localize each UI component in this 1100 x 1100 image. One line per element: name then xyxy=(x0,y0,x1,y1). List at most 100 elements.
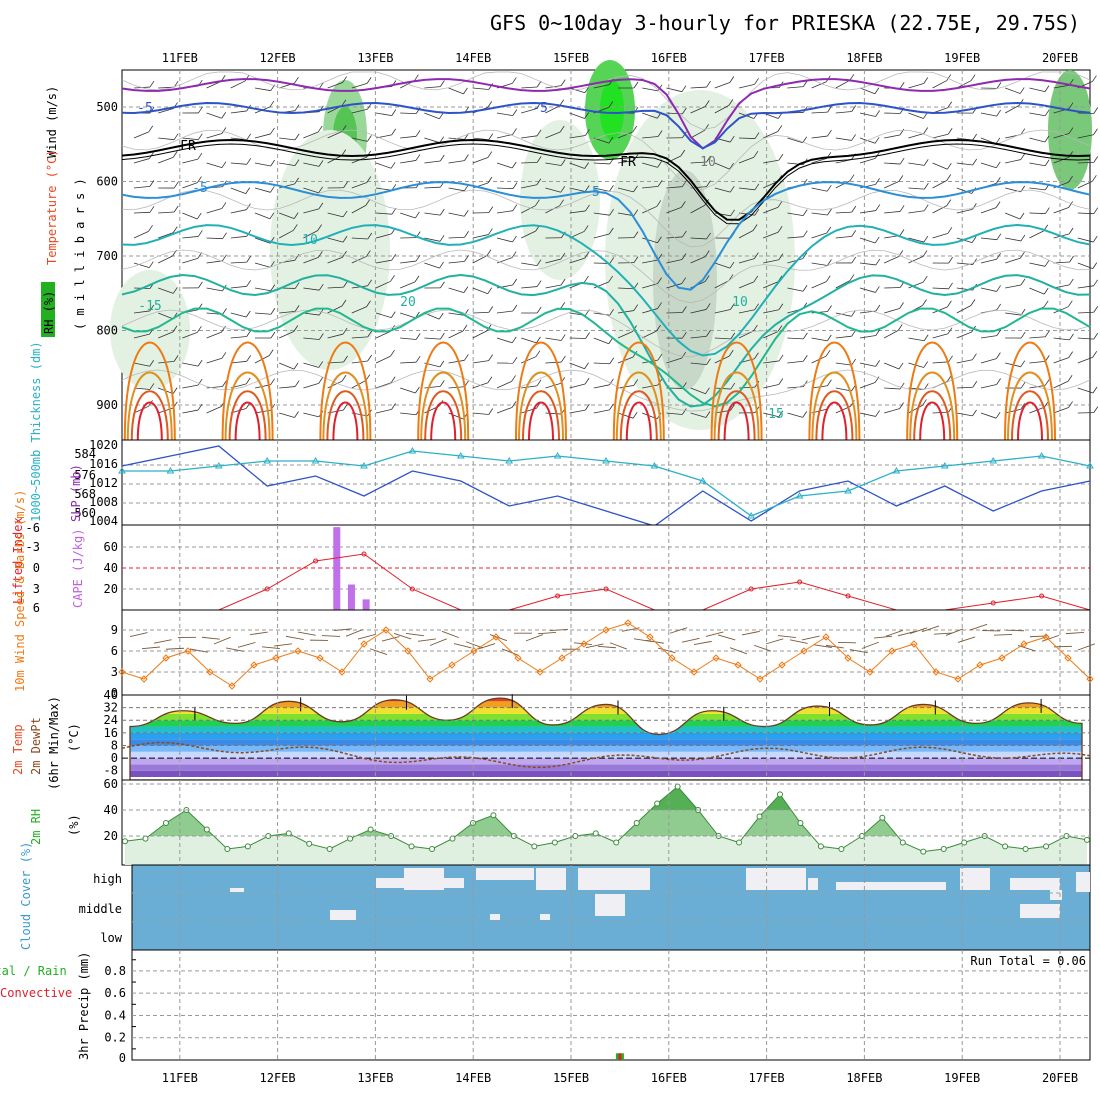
wind-barb xyxy=(254,237,271,244)
wind-speed-marker xyxy=(118,668,126,676)
contour-label: -5 xyxy=(137,101,153,116)
wind-barb xyxy=(811,337,828,342)
wind-barb-feather xyxy=(512,278,518,286)
y-tick-label: 800 xyxy=(96,324,118,338)
wind-barb-feather xyxy=(270,307,276,315)
wind-barb xyxy=(569,135,586,139)
wind-barb xyxy=(182,384,199,389)
wind-barb-feather xyxy=(512,182,518,189)
wind-barb-feather xyxy=(222,308,227,315)
wind-barb-feather xyxy=(148,125,154,133)
wind-barb-feather xyxy=(680,149,686,157)
wind-barb-feather xyxy=(972,409,977,417)
wind-barb xyxy=(569,409,586,414)
wind-barb-feather xyxy=(390,311,396,318)
wind-barb-feather xyxy=(995,177,1001,184)
wind-barb xyxy=(884,134,900,139)
wind-barb xyxy=(230,312,247,318)
wind-barb-feather xyxy=(899,157,905,165)
wind-barb xyxy=(424,262,440,269)
wind-barb-feather xyxy=(922,299,927,306)
wind-barb-feather xyxy=(584,112,589,119)
wind-barb-feather xyxy=(946,199,952,206)
wind-barb xyxy=(237,642,256,648)
wind-barb xyxy=(980,412,997,419)
wind-barb xyxy=(787,212,804,217)
wind-barb xyxy=(448,212,465,217)
wind-barb-feather xyxy=(270,186,275,193)
thickness-marker xyxy=(311,457,320,464)
wind-barb xyxy=(1029,635,1048,638)
contour-label: FR xyxy=(180,139,196,154)
slp-grid xyxy=(122,440,1090,525)
temperature-outline xyxy=(129,697,1083,781)
wind-barb-feather xyxy=(874,87,880,94)
wind-barb xyxy=(206,386,223,389)
wind-barb xyxy=(448,260,465,264)
wind-barb-feather xyxy=(802,354,808,362)
wind-barb xyxy=(617,287,635,290)
wind-barb xyxy=(375,331,391,339)
wind-barb xyxy=(521,337,537,344)
wind-barb xyxy=(357,633,376,640)
wind-barb xyxy=(1029,137,1045,143)
wind-barb-feather xyxy=(1043,287,1049,295)
wind-barb xyxy=(496,310,513,314)
wind-barb-feather xyxy=(270,127,275,135)
wind-barb-feather xyxy=(754,183,760,191)
wind-barb xyxy=(666,207,682,214)
wind-barb xyxy=(811,187,828,192)
wind-barb-feather xyxy=(390,376,396,384)
wind-barb xyxy=(885,629,904,637)
wind-barb xyxy=(521,205,536,214)
pressure-ticks: 500 600 700 800 900 xyxy=(96,100,118,412)
wind-barb-feather xyxy=(705,387,710,394)
wind-barb-feather xyxy=(319,82,324,89)
wind-barb xyxy=(303,382,319,389)
wind-barb xyxy=(908,210,925,214)
wind-barb-feather xyxy=(318,160,324,167)
wind-barb-feather xyxy=(948,355,953,363)
bottom-date-label: 17FEB xyxy=(749,1071,785,1085)
wind-barb-feather xyxy=(294,253,300,261)
wind-barb-feather xyxy=(269,100,275,108)
wind-barb xyxy=(825,644,844,649)
wind-barb-feather xyxy=(729,261,735,269)
wind-barb-feather xyxy=(511,161,517,169)
wind-barb-feather xyxy=(439,208,445,216)
rh-legend-swatch xyxy=(41,282,55,337)
wind-barb xyxy=(738,230,754,239)
boundary-layer-isotherm xyxy=(1007,371,1053,441)
wind-barb-feather xyxy=(802,209,808,216)
wind-barb xyxy=(1029,112,1046,117)
y-tick-label: 500 xyxy=(96,100,118,114)
wind-barb xyxy=(327,286,344,289)
wind-barb-feather xyxy=(682,331,687,339)
wind-barb-feather xyxy=(922,399,927,406)
clear-sky-cell xyxy=(476,868,534,880)
wind-speed-marker xyxy=(382,626,390,634)
wind-barb xyxy=(230,285,247,289)
wind-barb-feather xyxy=(440,281,445,289)
wind-barb xyxy=(351,306,367,314)
wind-barb xyxy=(501,648,519,656)
wind-barb xyxy=(980,207,997,214)
wind-barb-feather xyxy=(245,310,251,318)
thickness-marker xyxy=(844,487,852,494)
boundary-layer-isotherm xyxy=(1011,390,1049,441)
wind-barb xyxy=(351,336,368,339)
wind-barb xyxy=(956,209,973,214)
boundary-layer-isotherm xyxy=(723,401,750,441)
y-tick-label: 60 xyxy=(104,777,118,791)
wind-barb xyxy=(681,637,700,643)
wind-barb xyxy=(753,644,772,652)
boundary-layer-isotherm xyxy=(417,341,470,441)
wind-barb-feather xyxy=(996,378,1001,385)
wind-barb xyxy=(327,380,343,389)
wind-barb-feather xyxy=(439,360,445,368)
wind-barb xyxy=(424,385,441,389)
wind-barb xyxy=(448,330,464,339)
rh-line xyxy=(124,785,1088,853)
wind-barb-feather xyxy=(899,205,905,212)
wind-barb xyxy=(714,262,731,269)
